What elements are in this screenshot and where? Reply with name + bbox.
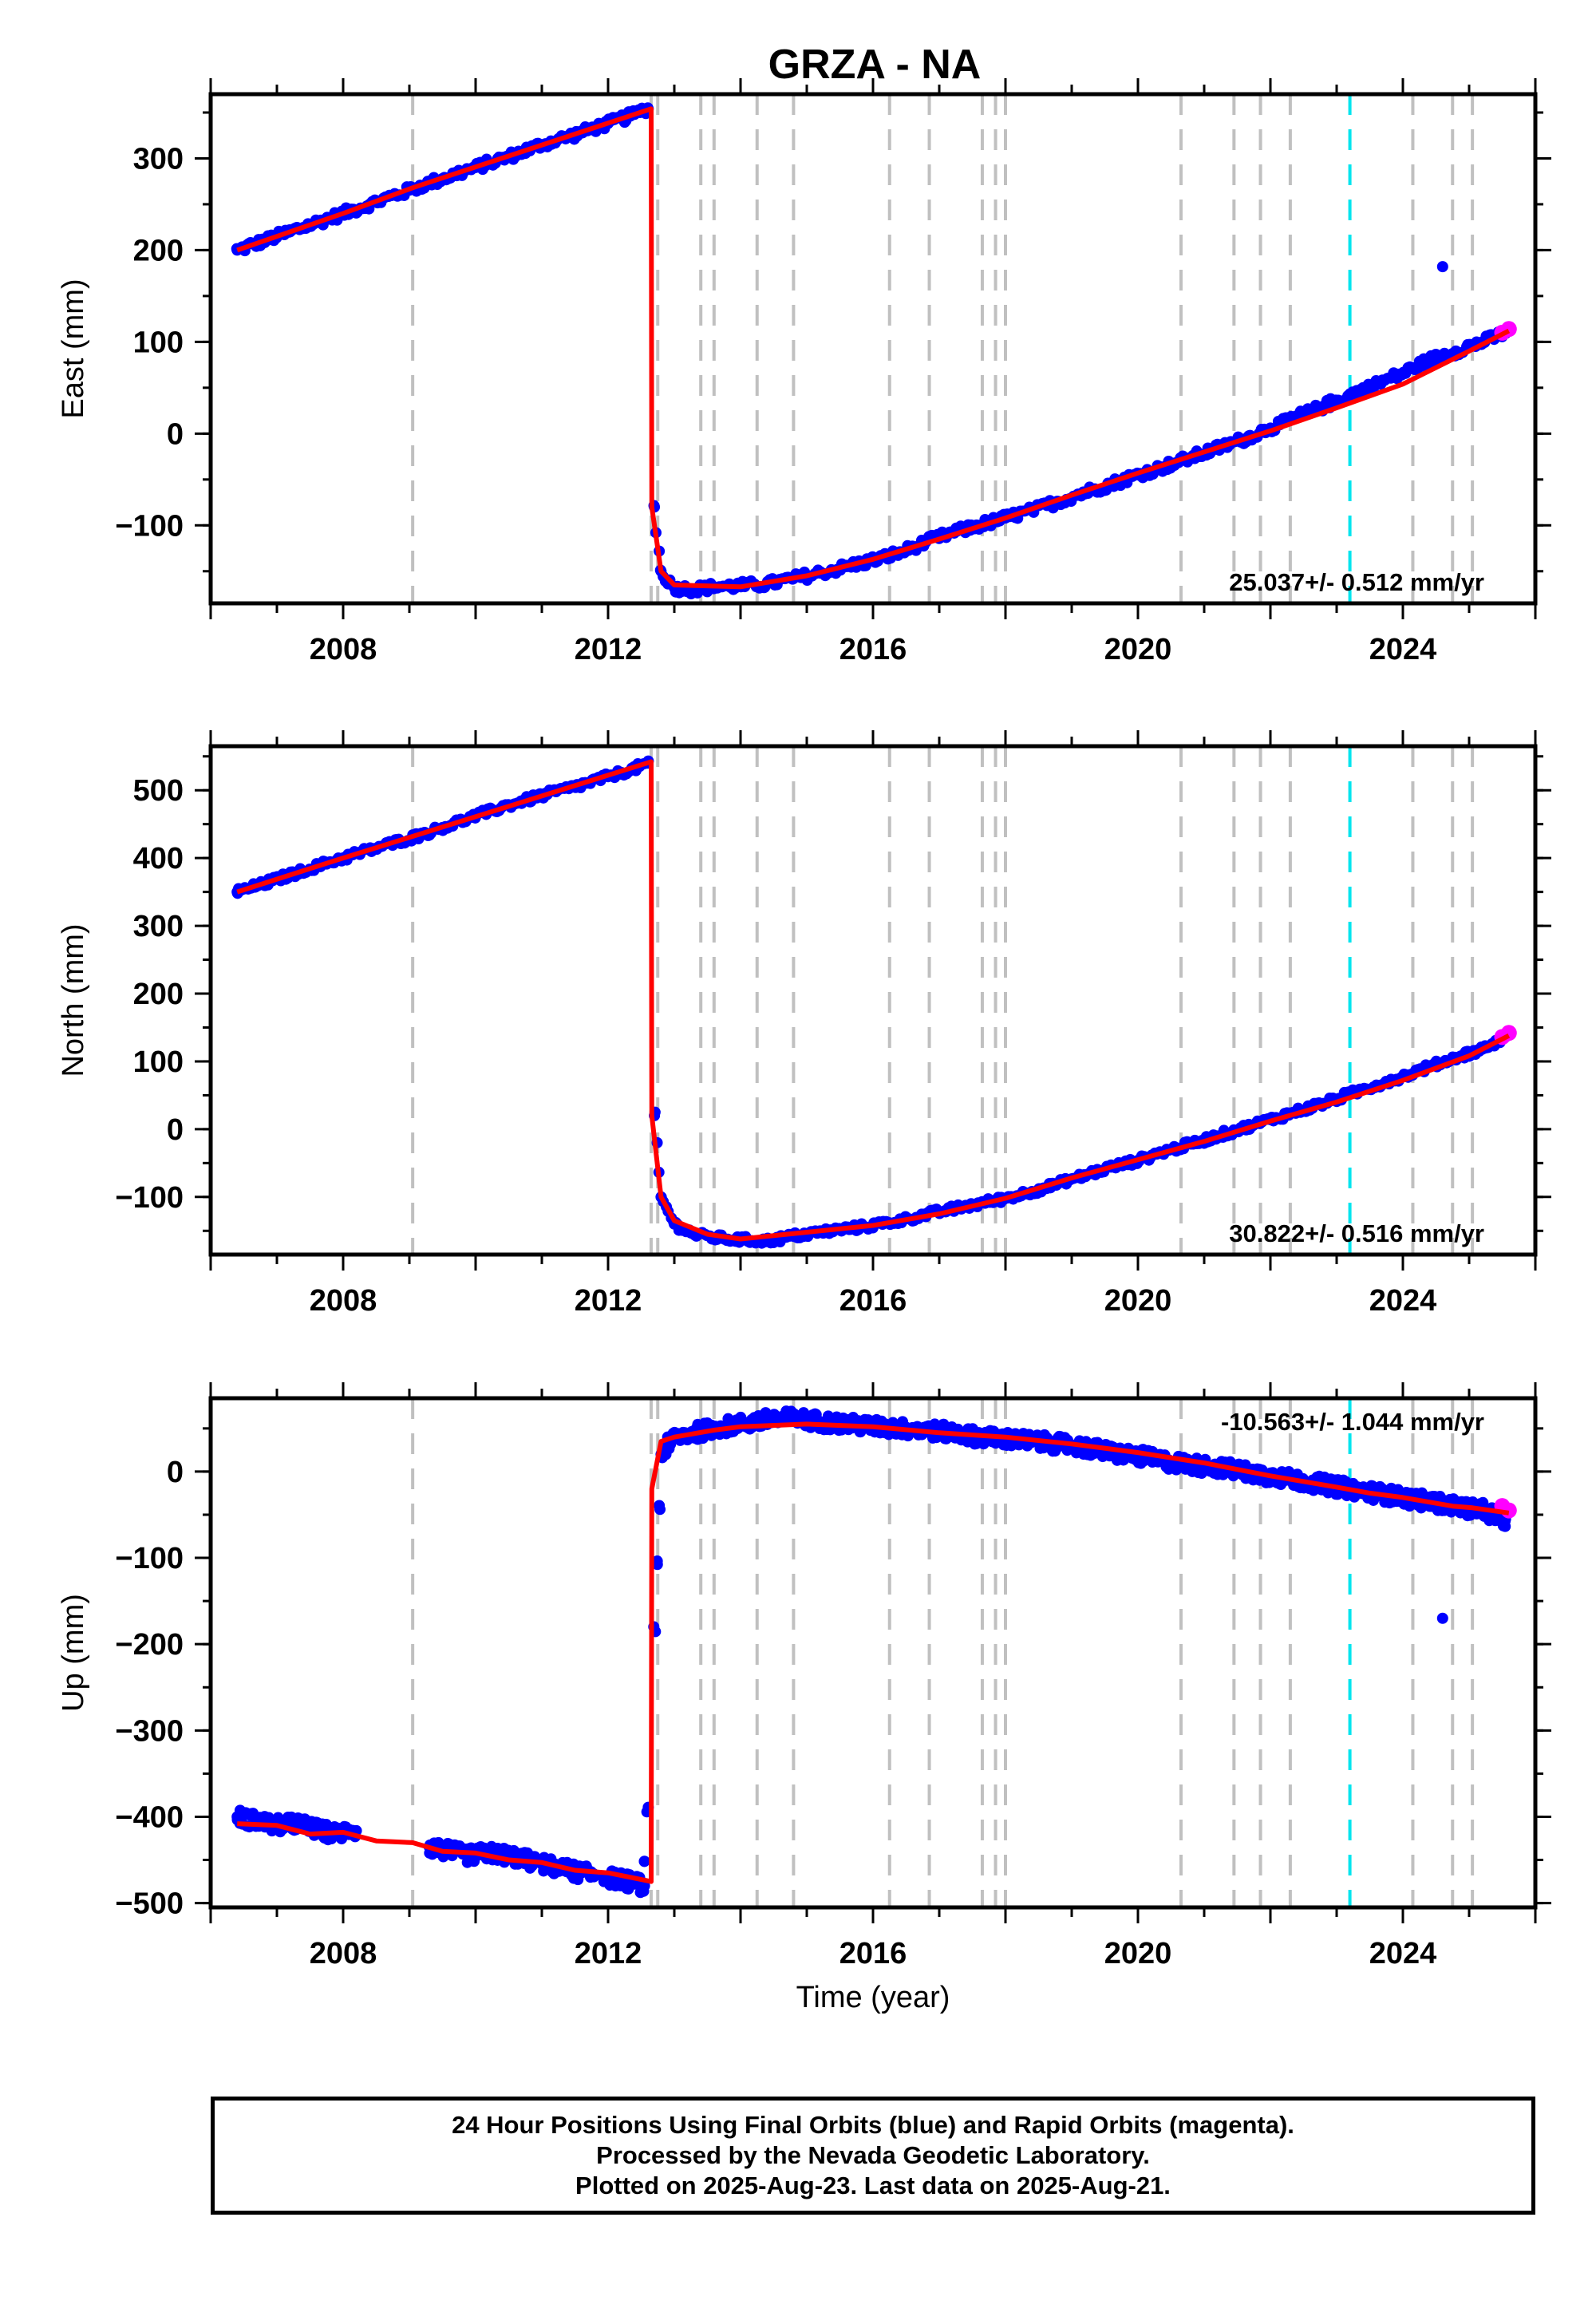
plot-area xyxy=(231,746,1517,1255)
x-tick-label: 2020 xyxy=(1104,1284,1172,1318)
x-tick-label: 2024 xyxy=(1369,1937,1437,1970)
y-tick-label: 200 xyxy=(133,234,184,267)
y-tick-label: 500 xyxy=(133,774,184,808)
y-tick-label: 100 xyxy=(133,1045,184,1079)
y-tick-label: 100 xyxy=(133,326,184,359)
y-tick-label: 300 xyxy=(133,910,184,943)
footer-line-1: 24 Hour Positions Using Final Orbits (bl… xyxy=(452,2111,1294,2139)
x-tick-label: 2008 xyxy=(310,633,377,666)
x-tick-label: 2016 xyxy=(839,1284,907,1318)
panel-1: 2008 2012 2016 2020 2024 −100 0 100 200 300 East (… xyxy=(57,78,1551,666)
data-point xyxy=(1436,261,1448,273)
series-outlier xyxy=(1436,1612,1448,1624)
footer-box: 24 Hour Positions Using Final Orbits (bl… xyxy=(211,2097,1535,2215)
y-tick-label: −300 xyxy=(115,1714,184,1748)
model-line xyxy=(236,759,1511,1242)
y-tick-label: −100 xyxy=(115,509,184,543)
chart-panels: 2008 2012 2016 2020 2024 −100 0 100 200 300 East (… xyxy=(57,78,1551,2014)
x-tick-label: 2024 xyxy=(1369,1284,1437,1318)
y-tick-label: −500 xyxy=(115,1887,184,1921)
model-line xyxy=(237,1421,1510,1884)
scatter-band xyxy=(231,755,1512,1249)
panel-2: 2008 2012 2016 2020 2024 −100 0 100 200 300 400 500… xyxy=(57,730,1551,1318)
rate-label: -10.563+/- 1.044 mm/yr xyxy=(1221,1408,1484,1436)
x-tick-label: 2024 xyxy=(1369,633,1437,666)
data-point xyxy=(638,1885,650,1897)
data-point xyxy=(810,1409,822,1421)
plot-frame xyxy=(208,744,1538,1257)
x-tick-label: 2016 xyxy=(839,1937,907,1970)
data-point xyxy=(1499,1520,1511,1532)
y-tick-label: 0 xyxy=(167,1113,184,1147)
x-tick-label: 2020 xyxy=(1104,1937,1172,1970)
scatter-band xyxy=(231,1405,1511,1899)
y-tick-label: −400 xyxy=(115,1800,184,1834)
x-axis-label: Time (year) xyxy=(796,1981,950,2014)
data-point xyxy=(651,1559,663,1571)
x-tick-label: 2012 xyxy=(575,633,642,666)
plot-area xyxy=(231,94,1517,603)
y-tick-label: 400 xyxy=(133,842,184,875)
y-tick-label: 0 xyxy=(167,1456,184,1489)
x-tick-label: 2008 xyxy=(310,1937,377,1970)
y-axis-label: Up (mm) xyxy=(57,1594,90,1712)
plot-frame xyxy=(208,92,1538,606)
data-point xyxy=(638,1856,650,1867)
chart-title: GRZA - NA xyxy=(768,41,982,88)
footer-line-3: Plotted on 2025-Aug-23. Last data on 202… xyxy=(575,2172,1171,2199)
y-tick-label: −100 xyxy=(115,1181,184,1215)
y-tick-label: 300 xyxy=(133,142,184,176)
data-point xyxy=(822,1410,834,1422)
x-tick-label: 2008 xyxy=(310,1284,377,1318)
scatter-band xyxy=(231,102,1511,600)
series-final-orbits xyxy=(231,102,1511,595)
data-point xyxy=(1436,1612,1448,1624)
x-tick-label: 2016 xyxy=(839,633,907,666)
model-line xyxy=(236,106,1511,590)
rate-label: 25.037+/- 0.512 mm/yr xyxy=(1229,568,1484,596)
footer-line-2: Processed by the Nevada Geodetic Laborat… xyxy=(596,2141,1150,2169)
y-axis-label: East (mm) xyxy=(57,279,90,418)
y-axis-label: North (mm) xyxy=(57,923,90,1077)
y-tick-label: 0 xyxy=(167,417,184,451)
y-tick-label: −100 xyxy=(115,1542,184,1575)
x-tick-label: 2012 xyxy=(575,1937,642,1970)
rate-label: 30.822+/- 0.516 mm/yr xyxy=(1229,1219,1484,1247)
data-point xyxy=(654,1500,666,1512)
plot-area xyxy=(231,1398,1517,1907)
panel-3: 2008 2012 2016 2020 2024 −500 −400 −300 −200 −100… xyxy=(57,1382,1551,2014)
x-tick-label: 2012 xyxy=(575,1284,642,1318)
y-tick-label: −200 xyxy=(115,1628,184,1662)
x-tick-label: 2020 xyxy=(1104,633,1172,666)
series-outlier xyxy=(1436,261,1448,273)
y-tick-label: 200 xyxy=(133,978,184,1011)
